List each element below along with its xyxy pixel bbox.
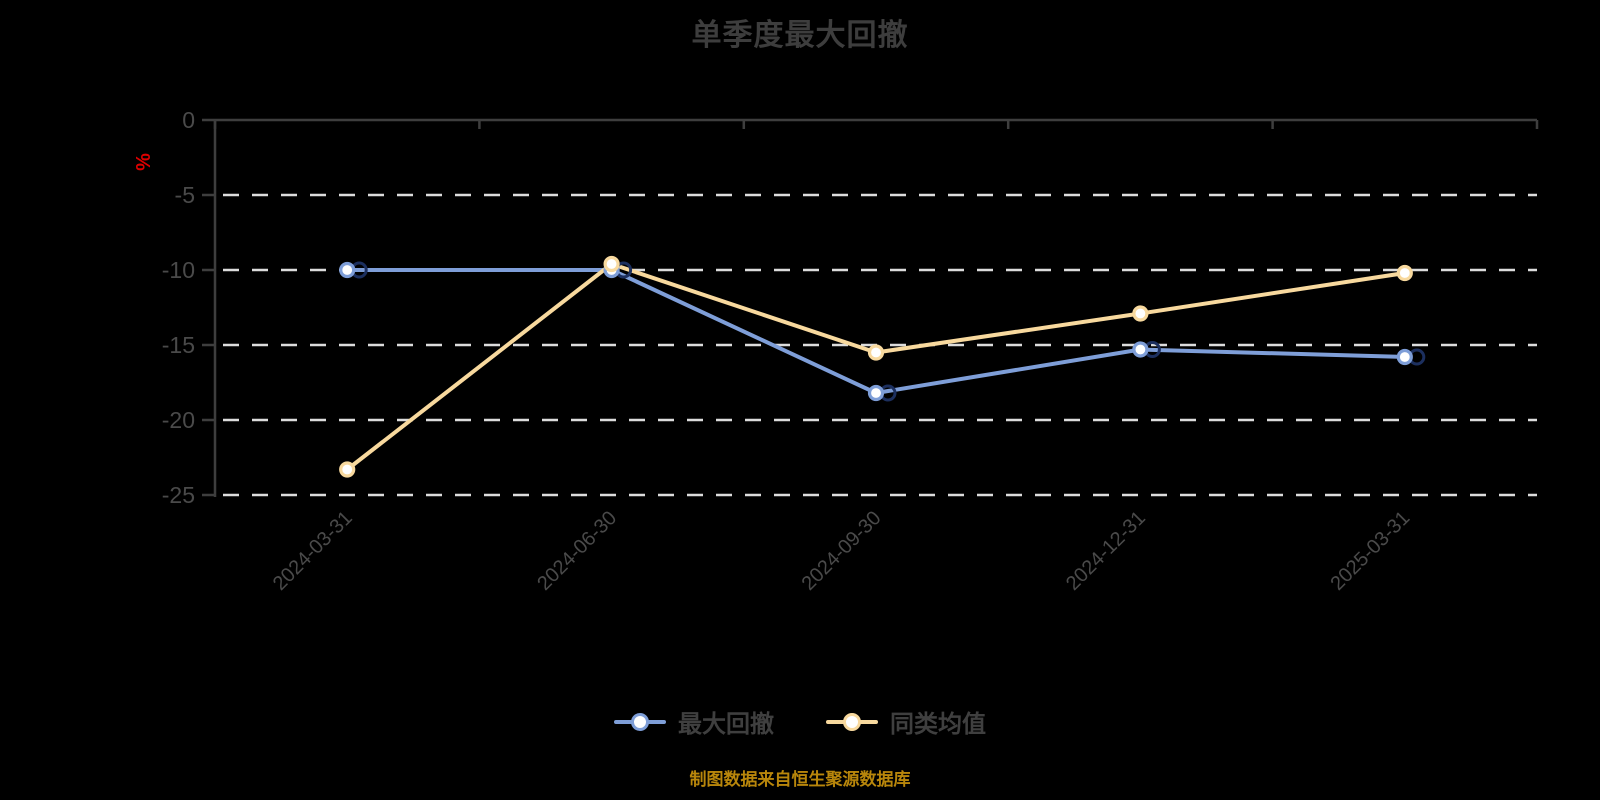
y-tick-label: -10 (162, 257, 195, 283)
legend-item-category-average[interactable]: 同类均值 (826, 704, 986, 739)
x-axis-tick-labels: 2024-03-31 2024-06-30 2024-09-30 2024-12-31… (269, 507, 1415, 595)
chart-title: 单季度最大回撤 (691, 19, 909, 52)
series-markers-max-drawdown (339, 261, 1413, 402)
legend: 最大回撤 同类均值 (0, 704, 1600, 739)
series-line-category-average (345, 262, 1407, 472)
y-axis-unit-label: % (133, 153, 155, 171)
y-tick-label: -15 (162, 332, 195, 358)
data-point-marker[interactable] (339, 461, 356, 478)
axes (202, 118, 1539, 497)
series-line-max-drawdown (345, 268, 1407, 395)
x-tick-label: 2024-06-30 (533, 507, 621, 595)
data-point-marker[interactable] (867, 344, 885, 361)
x-tick-label: 2024-03-31 (269, 507, 357, 595)
data-point-marker[interactable] (1396, 264, 1413, 282)
legend-item-max-drawdown[interactable]: 最大回撤 (614, 704, 774, 739)
legend-marker-yellow-icon (826, 711, 878, 733)
y-axis-tick-labels: 0 -5 -10 -15 -20 -25 (162, 107, 195, 508)
y-tick-label: 0 (182, 107, 195, 133)
source-note: 制图数据来自恒生聚源数据库 (689, 770, 911, 789)
y-tick-label: -20 (162, 407, 195, 433)
legend-label-max-drawdown: 最大回撤 (678, 711, 774, 738)
data-point-marker[interactable] (867, 384, 885, 402)
x-tick-label: 2024-12-31 (1062, 507, 1150, 595)
legend-label-category-average: 同类均值 (890, 711, 986, 738)
series-markers-category-average (339, 255, 1413, 478)
data-point-marker[interactable] (1132, 341, 1149, 358)
series-dark-ring-artifacts (350, 261, 1426, 402)
y-tick-label: -25 (162, 482, 195, 508)
data-point-marker[interactable] (1132, 305, 1149, 322)
y-tick-label: -5 (175, 182, 195, 208)
x-tick-label: 2025-03-31 (1326, 507, 1414, 595)
legend-marker-blue-icon (614, 711, 666, 733)
data-point-marker[interactable] (603, 255, 620, 273)
gridlines (223, 193, 1537, 497)
data-point-marker[interactable] (339, 261, 356, 279)
x-tick-label: 2024-09-30 (798, 507, 886, 595)
data-point-marker[interactable] (1396, 348, 1413, 366)
